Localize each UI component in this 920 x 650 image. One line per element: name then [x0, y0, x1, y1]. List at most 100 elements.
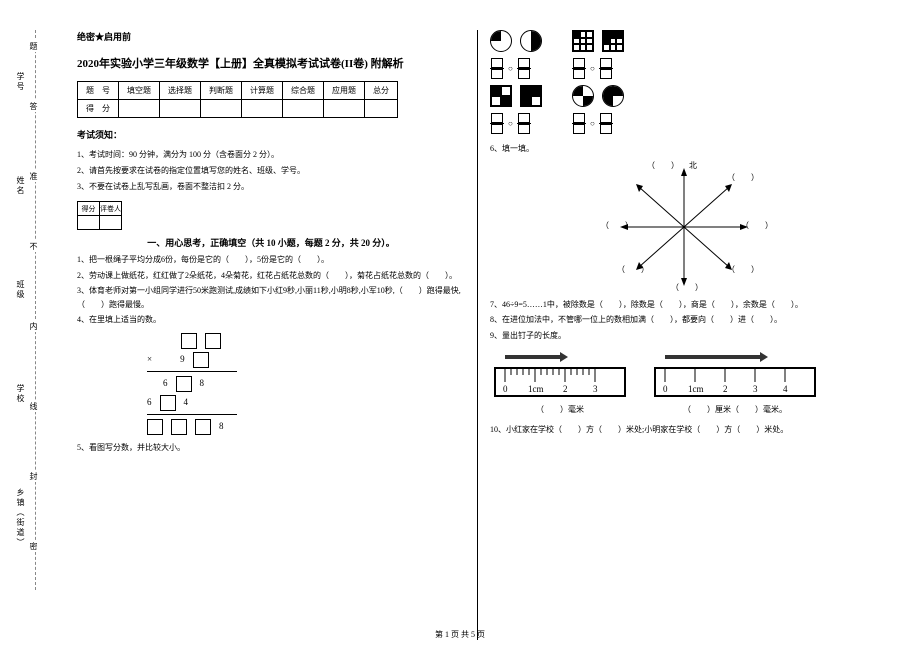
fraction-blank [490, 113, 504, 134]
digit: 8 [200, 375, 205, 392]
blank-box [195, 419, 211, 435]
binding-char: 密 [28, 540, 39, 552]
secret-label: 绝密★启用前 [77, 30, 465, 43]
fraction-blank [517, 113, 531, 134]
binding-char: 封 [28, 470, 39, 482]
ruler-caption: （ ）厘米（ ）毫米。 [683, 404, 787, 415]
svg-text:0: 0 [503, 384, 508, 394]
right-column: ○ ○ ○ ○ [478, 30, 890, 640]
notice-heading: 考试须知： [77, 128, 465, 141]
blank-box [193, 352, 209, 368]
svg-text:1cm: 1cm [528, 384, 544, 394]
circle-fraction-icon [490, 30, 512, 52]
binding-char: 题 [28, 40, 39, 52]
digit: 6 [163, 375, 168, 392]
question: 10、小红家在学校（ ）方（ ）米处;小明家在学校（ ）方（ ）米处。 [490, 423, 878, 437]
notice-item: 3、不要在试卷上乱写乱画，卷面不整洁扣 2 分。 [77, 179, 465, 195]
binding-label: 姓名 [15, 176, 26, 196]
section-heading: 一、用心思考，正确填空（共 10 小题，每题 2 分，共 20 分）。 [77, 236, 465, 249]
compass-blank: （ ） [741, 220, 773, 231]
square-fraction-icon [520, 85, 542, 107]
circle-compare-icon: ○ [508, 119, 513, 128]
compass-blank: （ ） [671, 282, 703, 293]
compass-blank: （ ） [727, 172, 759, 183]
rule-line [147, 371, 237, 372]
circle-compare-icon: ○ [508, 64, 513, 73]
table-row: 题 号 填空题 选择题 判断题 计算题 综合题 应用题 总分 [78, 82, 398, 100]
question: 1、把一根绳子平均分成6份，每份是它的（ ），5份是它的（ ）。 [77, 253, 465, 267]
compass-diagram: 北 （ ） （ ） （ ） （ ） （ ） （ ） （ ） [609, 162, 759, 292]
binding-label: 学号 [15, 72, 26, 92]
td [119, 100, 160, 118]
compass-blank: （ ） [647, 160, 679, 171]
circle-fraction-icon [602, 85, 624, 107]
binding-label: 学校 [15, 384, 26, 404]
question: 9、量出钉子的长度。 [490, 329, 878, 343]
fraction-blank [572, 58, 586, 79]
th: 题 号 [78, 82, 119, 100]
page-footer: 第 1 页 共 5 页 [0, 629, 920, 640]
binding-char: 准 [28, 170, 39, 182]
binding-char: 内 [28, 320, 39, 332]
circle-compare-icon: ○ [590, 64, 595, 73]
ruler-diagrams: 0 1cm 2 3 （ ）毫米 0 1cm 2 3 4 （ ）厘米（ ）毫米。 [490, 350, 878, 415]
left-column: 绝密★启用前 2020年实验小学三年级数学【上册】全真模拟考试试卷(II卷) 附… [65, 30, 478, 640]
fraction-blank [490, 58, 504, 79]
svg-text:3: 3 [753, 384, 758, 394]
ruler-icon: 0 1cm 2 3 [490, 350, 630, 400]
th: 判断题 [201, 82, 242, 100]
digit: 6 [147, 394, 152, 411]
blank-box [205, 333, 221, 349]
question: 4、在里填上适当的数。 [77, 313, 465, 327]
blank-box [176, 376, 192, 392]
svg-text:0: 0 [663, 384, 668, 394]
ruler-icon: 01cm234 [650, 350, 820, 400]
question: 6、填一填。 [490, 142, 878, 156]
circle-fraction-icon [520, 30, 542, 52]
multiplication-layout: ×9 68 64 8 [147, 333, 465, 435]
fraction-blank [599, 58, 613, 79]
compass-north: 北 [689, 160, 697, 171]
compass-blank: （ ） [727, 264, 759, 275]
svg-text:3: 3 [593, 384, 598, 394]
fraction-blank [572, 113, 586, 134]
ruler-caption: （ ）毫米 [536, 404, 584, 415]
circle-compare-icon: ○ [590, 119, 595, 128]
binding-margin: 学号 姓名 班级 学校 乡镇（街道） 题 答 准 不 内 线 封 密 [0, 0, 55, 600]
circle-fraction-icon [572, 85, 594, 107]
notice-item: 2、请首先按要求在试卷的指定位置填写您的姓名、班级、学号。 [77, 163, 465, 179]
svg-text:4: 4 [783, 384, 788, 394]
question: 7、46÷9=5……1中，被除数是（ ），除数是（ ），商是（ ），余数是（ ）… [490, 298, 878, 312]
fraction-shapes: ○ ○ ○ ○ [490, 30, 878, 134]
square-fraction-icon [572, 30, 594, 52]
fraction-blank [599, 113, 613, 134]
th: 得分 [78, 202, 100, 216]
compass-blank: （ ） [601, 220, 633, 231]
blank-box [181, 333, 197, 349]
binding-char: 答 [28, 100, 39, 112]
th: 选择题 [160, 82, 201, 100]
table-row: 得 分 [78, 100, 398, 118]
th: 评卷人 [100, 202, 122, 216]
th: 综合题 [283, 82, 324, 100]
binding-char: 线 [28, 400, 39, 412]
square-fraction-icon [602, 30, 624, 52]
square-fraction-icon [490, 85, 512, 107]
svg-text:2: 2 [563, 384, 568, 394]
th: 应用题 [324, 82, 365, 100]
svg-text:2: 2 [723, 384, 728, 394]
td: 得 分 [78, 100, 119, 118]
binding-label: 乡镇（街道） [15, 488, 26, 548]
digit: 8 [219, 418, 224, 435]
binding-dash-line [35, 30, 36, 590]
score-mini-table: 得分评卷人 [77, 201, 122, 230]
blank-box [160, 395, 176, 411]
blank-box [147, 419, 163, 435]
notice-item: 1、考试时间：90 分钟，满分为 100 分（含卷面分 2 分）。 [77, 147, 465, 163]
digit: 9 [180, 351, 185, 368]
binding-labels: 学号 姓名 班级 学校 乡镇（街道） [15, 30, 26, 590]
question: 3、体育老师对第一小组同学进行50米跑测试,成绩如下小红9秒,小丽11秒,小明8… [77, 284, 465, 311]
rule-line [147, 414, 237, 415]
digit: 4 [184, 394, 189, 411]
question: 2、劳动课上做纸花，红红做了2朵纸花，4朵菊花，红花占纸花总数的（ ），菊花占纸… [77, 269, 465, 283]
